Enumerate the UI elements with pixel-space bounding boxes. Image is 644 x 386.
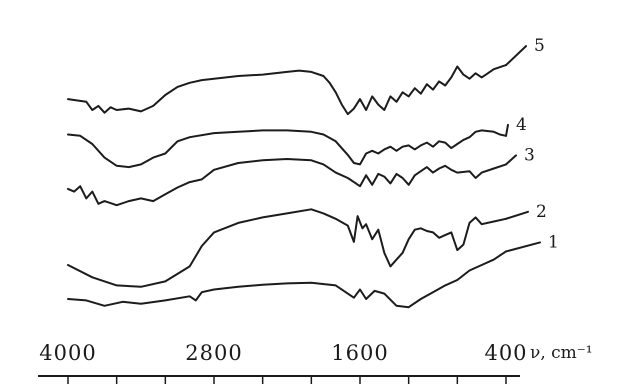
spectrum-curve-5 xyxy=(67,64,507,116)
series-label-5: 5 xyxy=(534,36,545,56)
series-label-4: 4 xyxy=(516,115,527,135)
x-tick-label-1600: 1600 xyxy=(331,341,388,365)
series-label-3: 3 xyxy=(524,145,535,165)
series-label-2: 2 xyxy=(536,202,547,222)
spectrum-curve-2 xyxy=(67,208,507,288)
x-axis-unit-label: ν, cm⁻¹ xyxy=(530,343,593,363)
x-tick-label-400: 400 xyxy=(484,341,527,365)
series-labels: 12 3 4 5 xyxy=(505,36,559,253)
series-leader-2 xyxy=(505,210,529,220)
spectrum-curve-1 xyxy=(67,250,507,309)
series-leader-3 xyxy=(505,154,517,166)
series-leader-5 xyxy=(505,45,527,67)
spectra-curves xyxy=(67,64,507,309)
spectrum-curve-3 xyxy=(67,158,507,207)
x-tick-label-2800: 2800 xyxy=(185,341,242,365)
x-axis-minor-ticks xyxy=(67,376,507,384)
x-tick-label-4000: 4000 xyxy=(39,341,96,365)
x-axis: 4000 2800 1600 400 ν, cm⁻¹ xyxy=(38,341,593,384)
series-leader-4 xyxy=(505,123,509,137)
x-axis-tick-labels: 4000 2800 1600 400 xyxy=(39,341,527,365)
series-label-1: 1 xyxy=(548,232,559,252)
spectrum-curve-4 xyxy=(67,129,507,169)
series-leader-1 xyxy=(505,241,541,253)
